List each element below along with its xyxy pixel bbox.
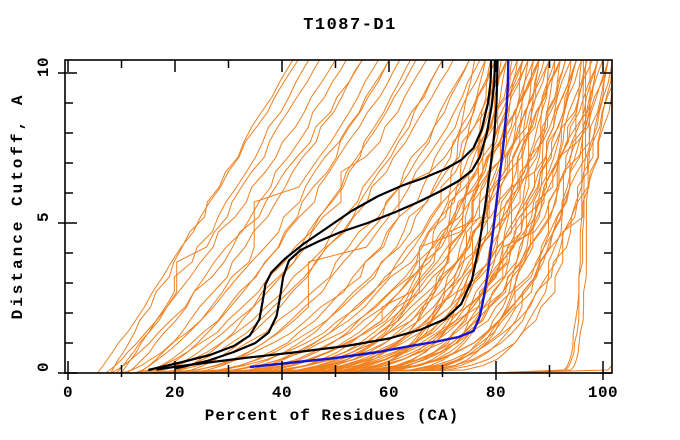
y-axis-label: Distance Cutoff, A [9,93,27,320]
ensemble-curve [495,60,587,373]
blue-highlight-model-curve [249,60,510,369]
black-model-2-curve [148,60,493,372]
black-model-1-curve [174,60,496,370]
ensemble-curve [249,60,534,373]
ensemble-curve [148,60,470,373]
y-tick-label: 10 [35,57,53,77]
ensemble-curve [241,60,524,373]
ensemble-curve [223,60,561,373]
ensemble-curve [174,60,443,373]
curves-layer [97,60,612,373]
ensemble-curve [121,60,310,373]
ensemble-curve [180,60,540,373]
ensemble-curve [281,60,588,373]
ensemble-curve [231,60,540,373]
ensemble-curve [142,60,401,373]
ensemble-curve [164,60,486,373]
y-tick-label: 0 [35,362,53,372]
ensemble-curve [257,60,545,373]
x-axis-label: Percent of Residues (CA) [205,407,459,425]
ensemble-curve [308,66,612,373]
ensemble-curve [169,60,411,373]
ensemble-curve [177,60,508,373]
y-tick-label: 5 [35,212,53,222]
ensemble-curve [265,60,583,373]
ensemble-curve [134,60,379,373]
ensemble-curve [153,60,497,373]
ensemble-curve [236,60,550,373]
ensemble-curve [233,60,534,373]
ensemble-curve [185,60,508,373]
ensemble-curve [201,60,476,373]
ensemble-curve [292,60,609,373]
ensemble-curve [228,60,502,373]
ensemble-curve [244,60,572,373]
black-model-3-curve [156,60,499,371]
x-tick-label: 60 [379,384,399,402]
plot-frame [64,59,613,374]
ensemble-curve [121,60,390,373]
ensemble-curve [271,60,609,373]
x-tick-label: 100 [588,384,618,402]
ensemble-curve [188,60,529,373]
ensemble-curve [196,60,518,373]
ensemble-curve [239,60,609,373]
ensemble-curve [126,60,347,373]
ensemble-curve [110,60,363,373]
ensemble-curve [191,60,550,373]
ensemble-curve [209,60,604,373]
ensemble-curve [217,60,529,373]
ensemble-curve [273,60,577,373]
ensemble-curve [207,60,550,373]
ensemble-curve [212,60,524,373]
ensemble-curve [115,60,320,373]
ensemble-curve [215,60,561,373]
ensemble-curve [303,60,599,373]
x-tick-label: 80 [486,384,506,402]
x-tick-label: 20 [165,384,185,402]
chart-title: T1087-D1 [303,16,397,35]
ensemble-curve [260,60,588,373]
ensemble-curve [490,60,584,373]
ensemble-curve [276,60,556,373]
ensemble-curve [196,60,486,373]
ensemble-curve [498,60,591,373]
ensemble-curve [137,60,443,373]
ensemble-curve [153,60,390,373]
ensemble-curve [105,60,336,373]
x-tick-label: 0 [63,384,73,402]
ensemble-curve [97,60,299,373]
axis-ticks [58,60,612,380]
axis-tick-labels: 0 20 40 60 80 100 0 5 10 [35,57,618,402]
ensemble-curve [185,60,470,373]
ensemble-curve [137,60,363,373]
ensemble-curve [233,60,599,373]
ensemble-curve [110,60,294,373]
x-tick-label: 40 [272,384,292,402]
